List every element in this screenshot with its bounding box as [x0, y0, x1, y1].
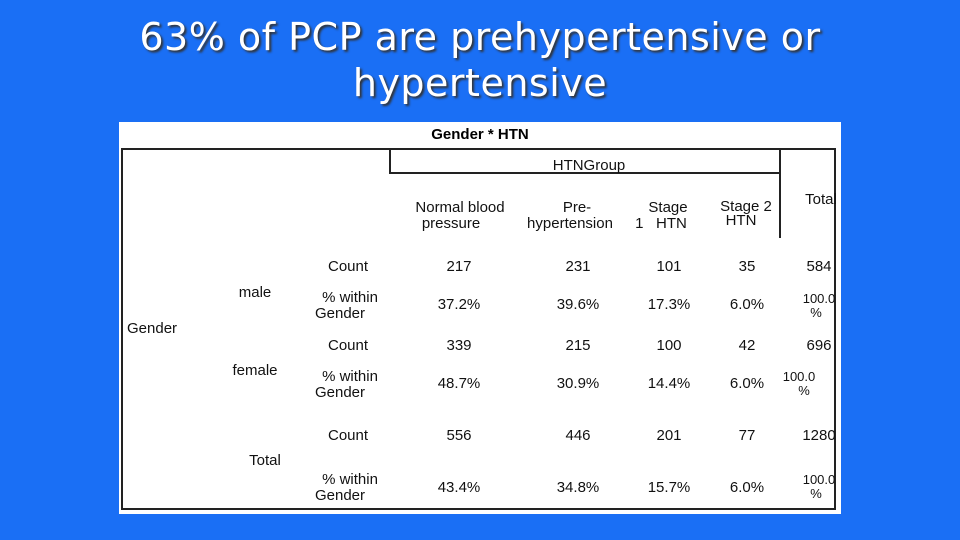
- female-pct-stage2: 6.0%: [729, 375, 765, 392]
- male-count-stage1: 101: [656, 258, 682, 275]
- total-pct-total: 100.0 %: [795, 473, 843, 501]
- male-pct-stage2: 6.0%: [729, 296, 765, 313]
- total-pct-stage1: 15.7%: [647, 479, 691, 496]
- female-count-stage1: 100: [656, 337, 682, 354]
- total-pct-total-line2: %: [810, 486, 822, 501]
- slide-title-line-1: 63% of PCP are prehypertensive or: [139, 15, 821, 59]
- male-pct-total-line1: 100.0: [802, 291, 836, 306]
- col-header-normal-line2: pressure: [421, 215, 481, 232]
- slide-title-line-2: hypertensive: [352, 61, 608, 105]
- group-header-right-rule: [779, 150, 781, 238]
- total-count-label: Count: [327, 427, 369, 444]
- col-header-stage2-line2: HTN: [725, 212, 757, 229]
- col-header-pre-line1: Pre-: [562, 199, 592, 216]
- female-pct-total-line2: %: [798, 383, 810, 398]
- col-header-stage1: Stage 1 HTN: [621, 200, 701, 232]
- col-header-total: Total: [805, 191, 837, 208]
- col-header-pre: Pre- hypertension: [515, 200, 625, 232]
- col-header-pre-line2: hypertension: [527, 215, 613, 232]
- total-count-normal: 556: [446, 427, 472, 444]
- row-label-female: female: [232, 362, 278, 379]
- group-header-left-rule: [389, 150, 391, 173]
- female-pct-label-line1: % within: [322, 368, 378, 385]
- male-count-normal: 217: [446, 258, 472, 275]
- total-count-stage1: 201: [656, 427, 682, 444]
- male-pct-total-line2: %: [810, 305, 822, 320]
- group-header-rule: [389, 172, 779, 174]
- table-frame: [121, 148, 836, 510]
- total-pct-label-line2: Gender: [314, 487, 366, 504]
- total-pct-label: % within Gender: [305, 472, 385, 504]
- female-pct-stage1: 14.4%: [647, 375, 691, 392]
- male-pct-stage1: 17.3%: [647, 296, 691, 313]
- row-label-total: Total: [249, 452, 281, 469]
- male-count-stage2: 35: [738, 258, 756, 275]
- total-count-total: 1280: [802, 427, 836, 444]
- slide-title: 63% of PCP are prehypertensive or hypert…: [0, 14, 960, 106]
- male-count-label: Count: [327, 258, 369, 275]
- total-pct-normal: 43.4%: [437, 479, 481, 496]
- female-pct-normal: 48.7%: [437, 375, 481, 392]
- male-pct-total: 100.0 %: [795, 292, 843, 320]
- table-caption: Gender * HTN: [431, 126, 529, 143]
- female-pct-label-line2: Gender: [314, 384, 366, 401]
- female-count-label: Count: [327, 337, 369, 354]
- col-header-stage2: Stage 2 HTN: [711, 198, 781, 229]
- total-pct-total-line1: 100.0: [802, 472, 836, 487]
- male-count-pre: 231: [565, 258, 591, 275]
- female-count-total: 696: [806, 337, 832, 354]
- male-pct-label-line2: Gender: [314, 305, 366, 322]
- male-count-total: 584: [806, 258, 832, 275]
- male-pct-pre: 39.6%: [556, 296, 600, 313]
- crosstab-table: Gender * HTN HTNGroup Normal blood press…: [119, 122, 841, 514]
- female-pct-total-line1: 100.0: [782, 369, 816, 384]
- female-pct-pre: 30.9%: [556, 375, 600, 392]
- col-header-normal-line1: Normal blood: [415, 199, 505, 216]
- total-pct-stage2: 6.0%: [729, 479, 765, 496]
- female-count-stage2: 42: [738, 337, 756, 354]
- total-pct-label-line1: % within: [322, 471, 378, 488]
- total-count-stage2: 77: [738, 427, 756, 444]
- female-pct-label: % within Gender: [305, 369, 385, 401]
- col-header-stage1-line2: 1 HTN: [635, 215, 687, 232]
- row-group-label: Gender: [127, 320, 178, 337]
- row-label-male: male: [238, 284, 272, 301]
- female-count-normal: 339: [446, 337, 472, 354]
- col-header-stage1-line1: Stage: [648, 199, 688, 216]
- female-count-pre: 215: [565, 337, 591, 354]
- col-header-stage2-line1: Stage 2: [720, 198, 772, 215]
- female-pct-total: 100.0 %: [775, 370, 823, 398]
- group-header: HTNGroup: [552, 157, 626, 174]
- total-count-pre: 446: [565, 427, 591, 444]
- col-header-normal: Normal blood pressure: [405, 200, 515, 232]
- male-pct-label-line1: % within: [322, 289, 378, 306]
- male-pct-normal: 37.2%: [437, 296, 481, 313]
- total-pct-pre: 34.8%: [556, 479, 600, 496]
- male-pct-label: % within Gender: [305, 290, 385, 322]
